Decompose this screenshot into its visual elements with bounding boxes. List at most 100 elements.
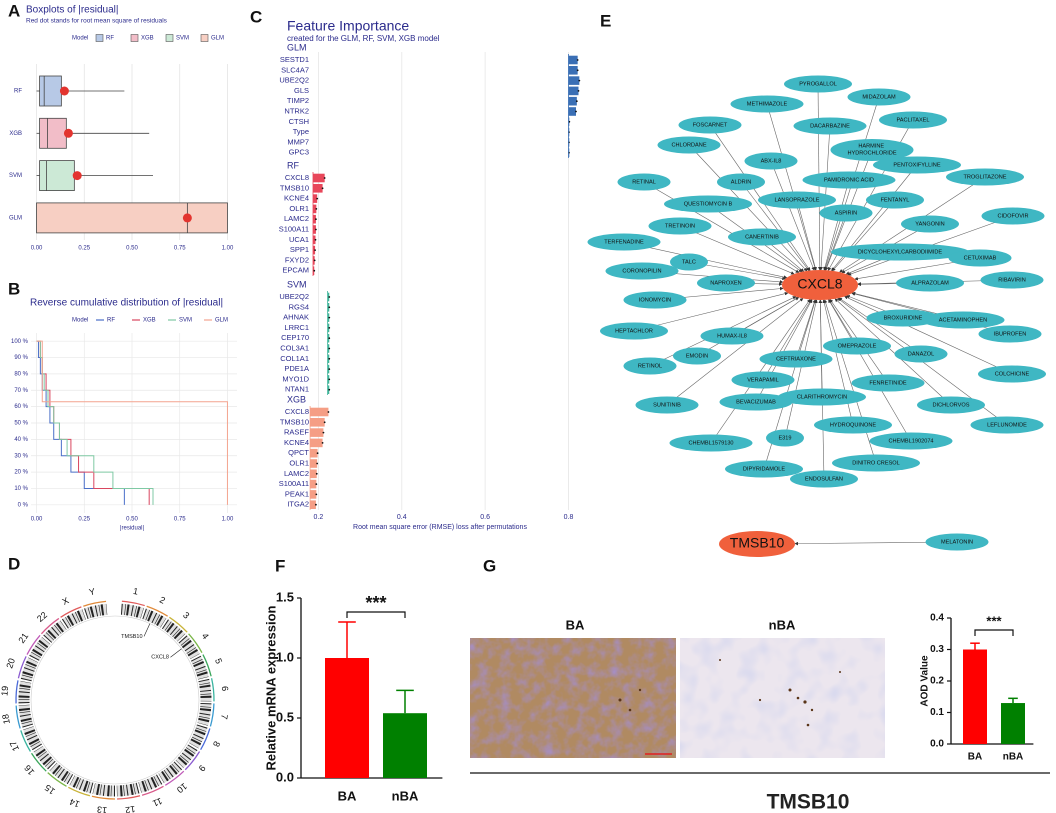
- node-label: ACETAMINOPHEN: [939, 317, 987, 323]
- node-label: CHLORDANE: [671, 142, 706, 148]
- node-label: FOSCARNET: [693, 122, 728, 128]
- y-tick-label: 0 %: [18, 502, 29, 508]
- feature-label: OLR1: [289, 458, 309, 467]
- node: [648, 217, 712, 235]
- chromosome-arc: [164, 770, 185, 786]
- panel-label: A: [8, 1, 20, 20]
- feature-label: GPC3: [289, 148, 309, 157]
- node-label: DICHLORVOS: [933, 402, 970, 408]
- edge: [770, 160, 815, 271]
- legend-label: XGB: [143, 318, 156, 324]
- edge: [766, 103, 817, 271]
- node: [873, 156, 961, 174]
- node-label: CXCL8: [797, 276, 842, 292]
- x-tick-label: 0.75: [174, 517, 186, 523]
- chromosome-arc: [184, 751, 201, 771]
- feature-label: RGS4: [289, 302, 309, 311]
- chromosome-arc: [210, 678, 215, 702]
- point: [321, 442, 324, 444]
- edge: [838, 297, 922, 355]
- chromosome-arc: [209, 703, 215, 727]
- node-label: RETINOL: [638, 363, 662, 369]
- feature-label: TIMP2: [287, 96, 309, 105]
- feature-label: EPCAM: [282, 266, 309, 275]
- legend-title: Model: [72, 36, 88, 42]
- node: [700, 327, 764, 345]
- node-label: HEPTACHLOR: [615, 328, 653, 334]
- bar: [313, 235, 316, 245]
- node: [790, 470, 858, 488]
- node-label: ALPRAZOLAM: [911, 280, 949, 286]
- x-tick-label: 0.8: [564, 514, 574, 521]
- chromosome-label: 22: [35, 610, 49, 624]
- node-label: ALDRIN: [731, 179, 752, 185]
- rmse-dot: [182, 213, 192, 223]
- bar: [310, 459, 318, 468]
- node-label: HYDROQUINONE: [830, 422, 877, 428]
- node: [925, 533, 989, 551]
- x-tick-label: 0.50: [126, 246, 138, 252]
- y-tick-label: RF: [14, 89, 22, 95]
- node-label: DICYCLOHEXYLCARBODIIMIDE: [858, 249, 943, 255]
- y-tick-label: 1.5: [276, 589, 294, 604]
- node-label: ASPIRIN: [835, 210, 857, 216]
- edge: [828, 299, 912, 442]
- node: [879, 111, 947, 129]
- y-tick-label: 60 %: [14, 404, 28, 410]
- edge: [666, 298, 804, 406]
- x-tick-label: 0.25: [78, 517, 90, 523]
- y-tick-label: 40 %: [14, 437, 28, 443]
- rmse-dot: [59, 86, 69, 96]
- bar: [313, 245, 316, 255]
- point: [328, 378, 331, 381]
- feature-label: COL1A1: [280, 354, 309, 363]
- node-label: CHEMBL1902074: [888, 438, 933, 444]
- chromosome-arc: [146, 605, 169, 617]
- node: [866, 191, 924, 209]
- node: [728, 228, 796, 246]
- point: [576, 69, 579, 72]
- bar: [313, 204, 317, 214]
- gene-label: TMSB10: [121, 634, 142, 640]
- feature-label: KCNE4: [284, 194, 309, 203]
- y-tick-label: 20 %: [14, 470, 28, 476]
- chromosome-label: Y: [88, 586, 96, 597]
- bar: [383, 713, 427, 778]
- chromosome-arc: [121, 600, 145, 607]
- point: [322, 431, 325, 434]
- point: [328, 327, 331, 329]
- edge: [834, 298, 952, 406]
- chromosome-band-pattern: [43, 620, 67, 643]
- chromosome-arc: [20, 730, 31, 752]
- y-tick-label: 100 %: [11, 339, 29, 345]
- chromosome-label: 15: [43, 782, 57, 796]
- facet-label: XGB: [287, 394, 306, 404]
- node: [814, 416, 892, 434]
- bar: [313, 173, 325, 183]
- node-label: TMSB10: [730, 535, 785, 551]
- significance-label: ***: [365, 593, 386, 613]
- chromosome-label: 4: [200, 631, 211, 641]
- point: [328, 337, 331, 340]
- node: [901, 215, 959, 233]
- chromosome-band-pattern: [116, 782, 140, 797]
- stain-dots: [618, 659, 841, 727]
- y-tick-label: 0.2: [930, 676, 944, 687]
- bar: [310, 438, 323, 448]
- node-label: YANGONIN: [915, 221, 944, 227]
- y-tick-label: XGB: [9, 131, 22, 137]
- chromosome-band-pattern: [138, 774, 163, 793]
- bar: [568, 96, 577, 106]
- point: [328, 357, 331, 360]
- chromosome-arc: [188, 633, 203, 654]
- x-tick-label: 0.4: [397, 514, 407, 521]
- node: [980, 271, 1044, 289]
- node-label: LEFLUNOMIDE: [987, 422, 1027, 428]
- chart-subtitle: Red dot stands for root mean square of r…: [26, 18, 168, 25]
- chromosome-band-pattern: [198, 678, 212, 702]
- x-axis-label: Root mean square error (RMSE) loss after…: [353, 524, 527, 531]
- x-tick-label: 0.6: [480, 514, 490, 521]
- bar: [310, 469, 317, 479]
- gene-link: [170, 648, 182, 658]
